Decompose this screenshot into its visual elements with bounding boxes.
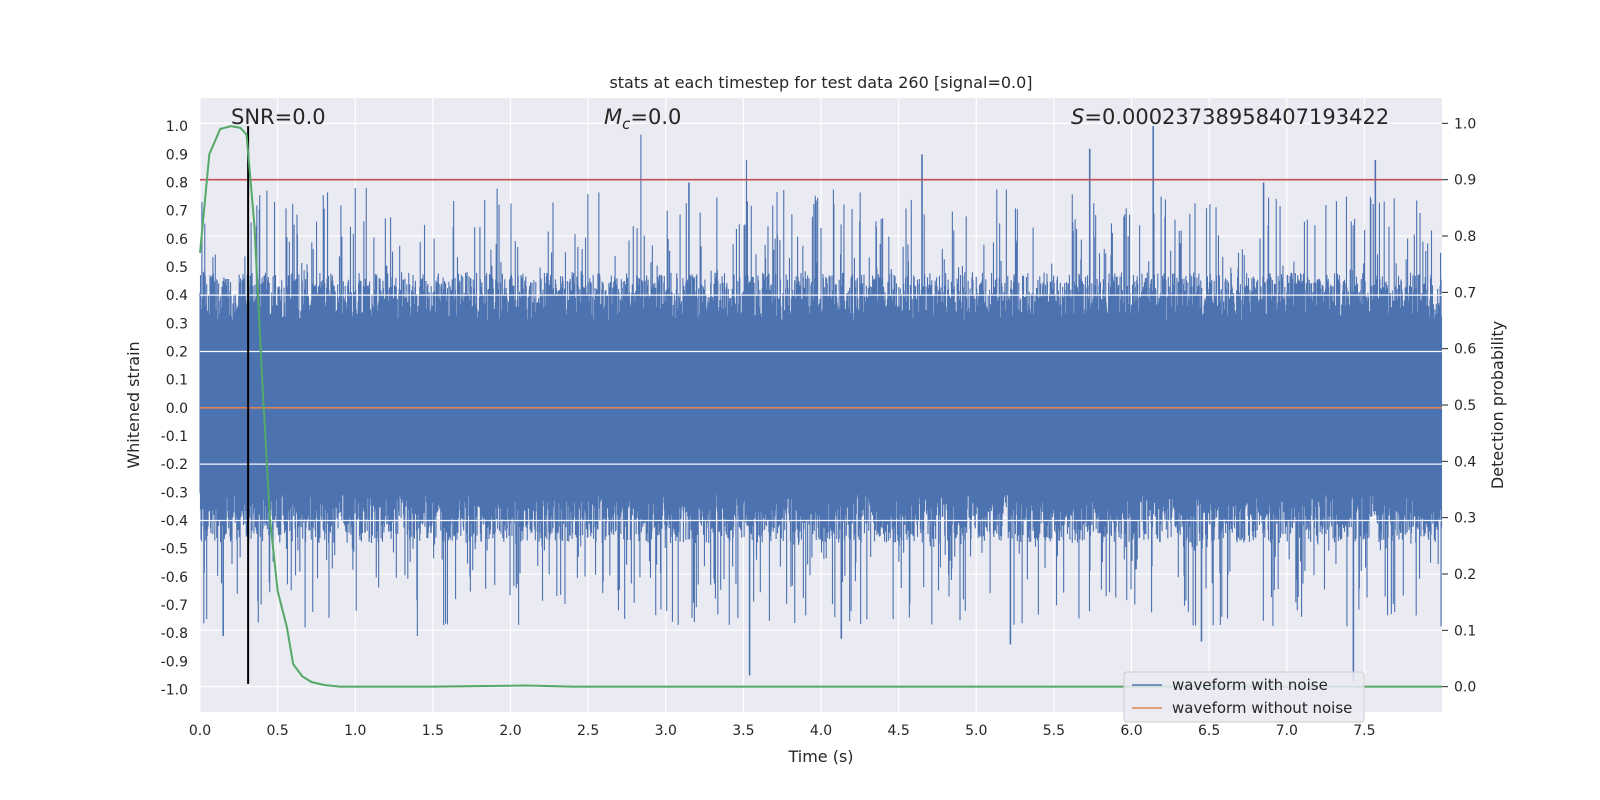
x-tick-label: 5.0 [965, 723, 987, 739]
y-left-tick-label: -0.1 [161, 429, 188, 445]
s-annotation: S=0.00023738958407193422 [1071, 105, 1389, 129]
mc-subscript: c [622, 115, 631, 133]
y-right-tick-label: 0.4 [1454, 454, 1476, 470]
x-tick-label: 7.5 [1353, 723, 1375, 739]
x-tick-label: 0.0 [189, 723, 211, 739]
legend: waveform with noise waveform without noi… [1123, 671, 1365, 723]
y-left-tick-label: -0.3 [161, 485, 188, 501]
y-left-tick-label: 1.0 [166, 119, 188, 135]
x-tick-label: 1.5 [422, 723, 444, 739]
x-tick-label: 1.0 [344, 723, 366, 739]
legend-label-noise: waveform with noise [1172, 676, 1328, 694]
y-axis-right-label: Detection probability [1488, 321, 1507, 489]
x-tick-label: 3.5 [732, 723, 754, 739]
y-right-tick-label: 0.2 [1454, 567, 1476, 583]
y-axis-left-label: Whitened strain [124, 341, 143, 468]
x-tick-label: 7.0 [1276, 723, 1298, 739]
y-left-tick-label: -0.7 [161, 598, 188, 614]
y-right-tick-label: 0.1 [1454, 623, 1476, 639]
s-symbol: S [1071, 105, 1084, 129]
ticks-layer: 0.0 0.5 1.0 1.5 2.0 2.5 3.0 3.5 4.0 4.5 5.0 5.5 6.0 6… [161, 116, 1477, 739]
x-tick-label: 4.5 [887, 723, 909, 739]
y-right-tick-label: 1.0 [1454, 116, 1476, 132]
y-left-tick-label: -0.8 [161, 626, 188, 642]
x-tick-label: 3.0 [655, 723, 677, 739]
mc-symbol: M [604, 105, 622, 129]
detection-probability-line [199, 125, 1442, 688]
y-right-tick-label: 0.7 [1454, 285, 1476, 301]
x-tick-label: 4.0 [810, 723, 832, 739]
y-left-tick-label: -0.4 [161, 513, 188, 529]
y-left-tick-label: -0.2 [161, 457, 188, 473]
y-left-tick-label: -0.6 [161, 570, 188, 586]
y-left-tick-label: -1.0 [161, 682, 188, 698]
y-left-tick-label: 0.5 [166, 260, 188, 276]
legend-box [1123, 671, 1365, 723]
y-right-tick-label: 0.6 [1454, 342, 1476, 358]
y-left-tick-label: 0.4 [166, 288, 188, 304]
y-left-tick-label: 0.1 [166, 373, 188, 389]
y-left-tick-label: 0.0 [166, 401, 188, 417]
legend-label-clean: waveform without noise [1172, 699, 1352, 717]
y-right-tick-label: 0.5 [1454, 398, 1476, 414]
y-left-tick-label: 0.2 [166, 344, 188, 360]
lines-layer [199, 125, 1442, 688]
x-tick-label: 2.5 [577, 723, 599, 739]
y-right-tick-label: 0.9 [1454, 173, 1476, 189]
y-left-tick-label: 0.8 [166, 175, 188, 191]
y-left-tick-label: 0.7 [166, 204, 188, 220]
y-left-tick-label: -0.9 [161, 654, 188, 670]
mc-value: =0.0 [630, 105, 681, 129]
y-right-tick-label: 0.3 [1454, 511, 1476, 527]
x-tick-label: 6.0 [1120, 723, 1142, 739]
y-left-tick-label: -0.5 [161, 542, 188, 558]
x-axis-label: Time (s) [787, 747, 853, 766]
x-tick-label: 6.5 [1198, 723, 1220, 739]
y-right-tick-label: 0.0 [1454, 680, 1476, 696]
x-tick-label: 5.5 [1043, 723, 1065, 739]
x-tick-label: 2.0 [499, 723, 521, 739]
y-right-tick-label: 0.8 [1454, 229, 1476, 245]
snr-annotation: SNR=0.0 [231, 105, 326, 129]
chart-title: stats at each timestep for test data 260… [609, 73, 1032, 92]
s-value: =0.00023738958407193422 [1084, 105, 1389, 129]
mc-annotation: Mc=0.0 [604, 105, 681, 133]
y-left-tick-label: 0.6 [166, 232, 188, 248]
y-left-tick-label: 0.9 [166, 147, 188, 163]
x-tick-label: 0.5 [266, 723, 288, 739]
y-left-tick-label: 0.3 [166, 316, 188, 332]
